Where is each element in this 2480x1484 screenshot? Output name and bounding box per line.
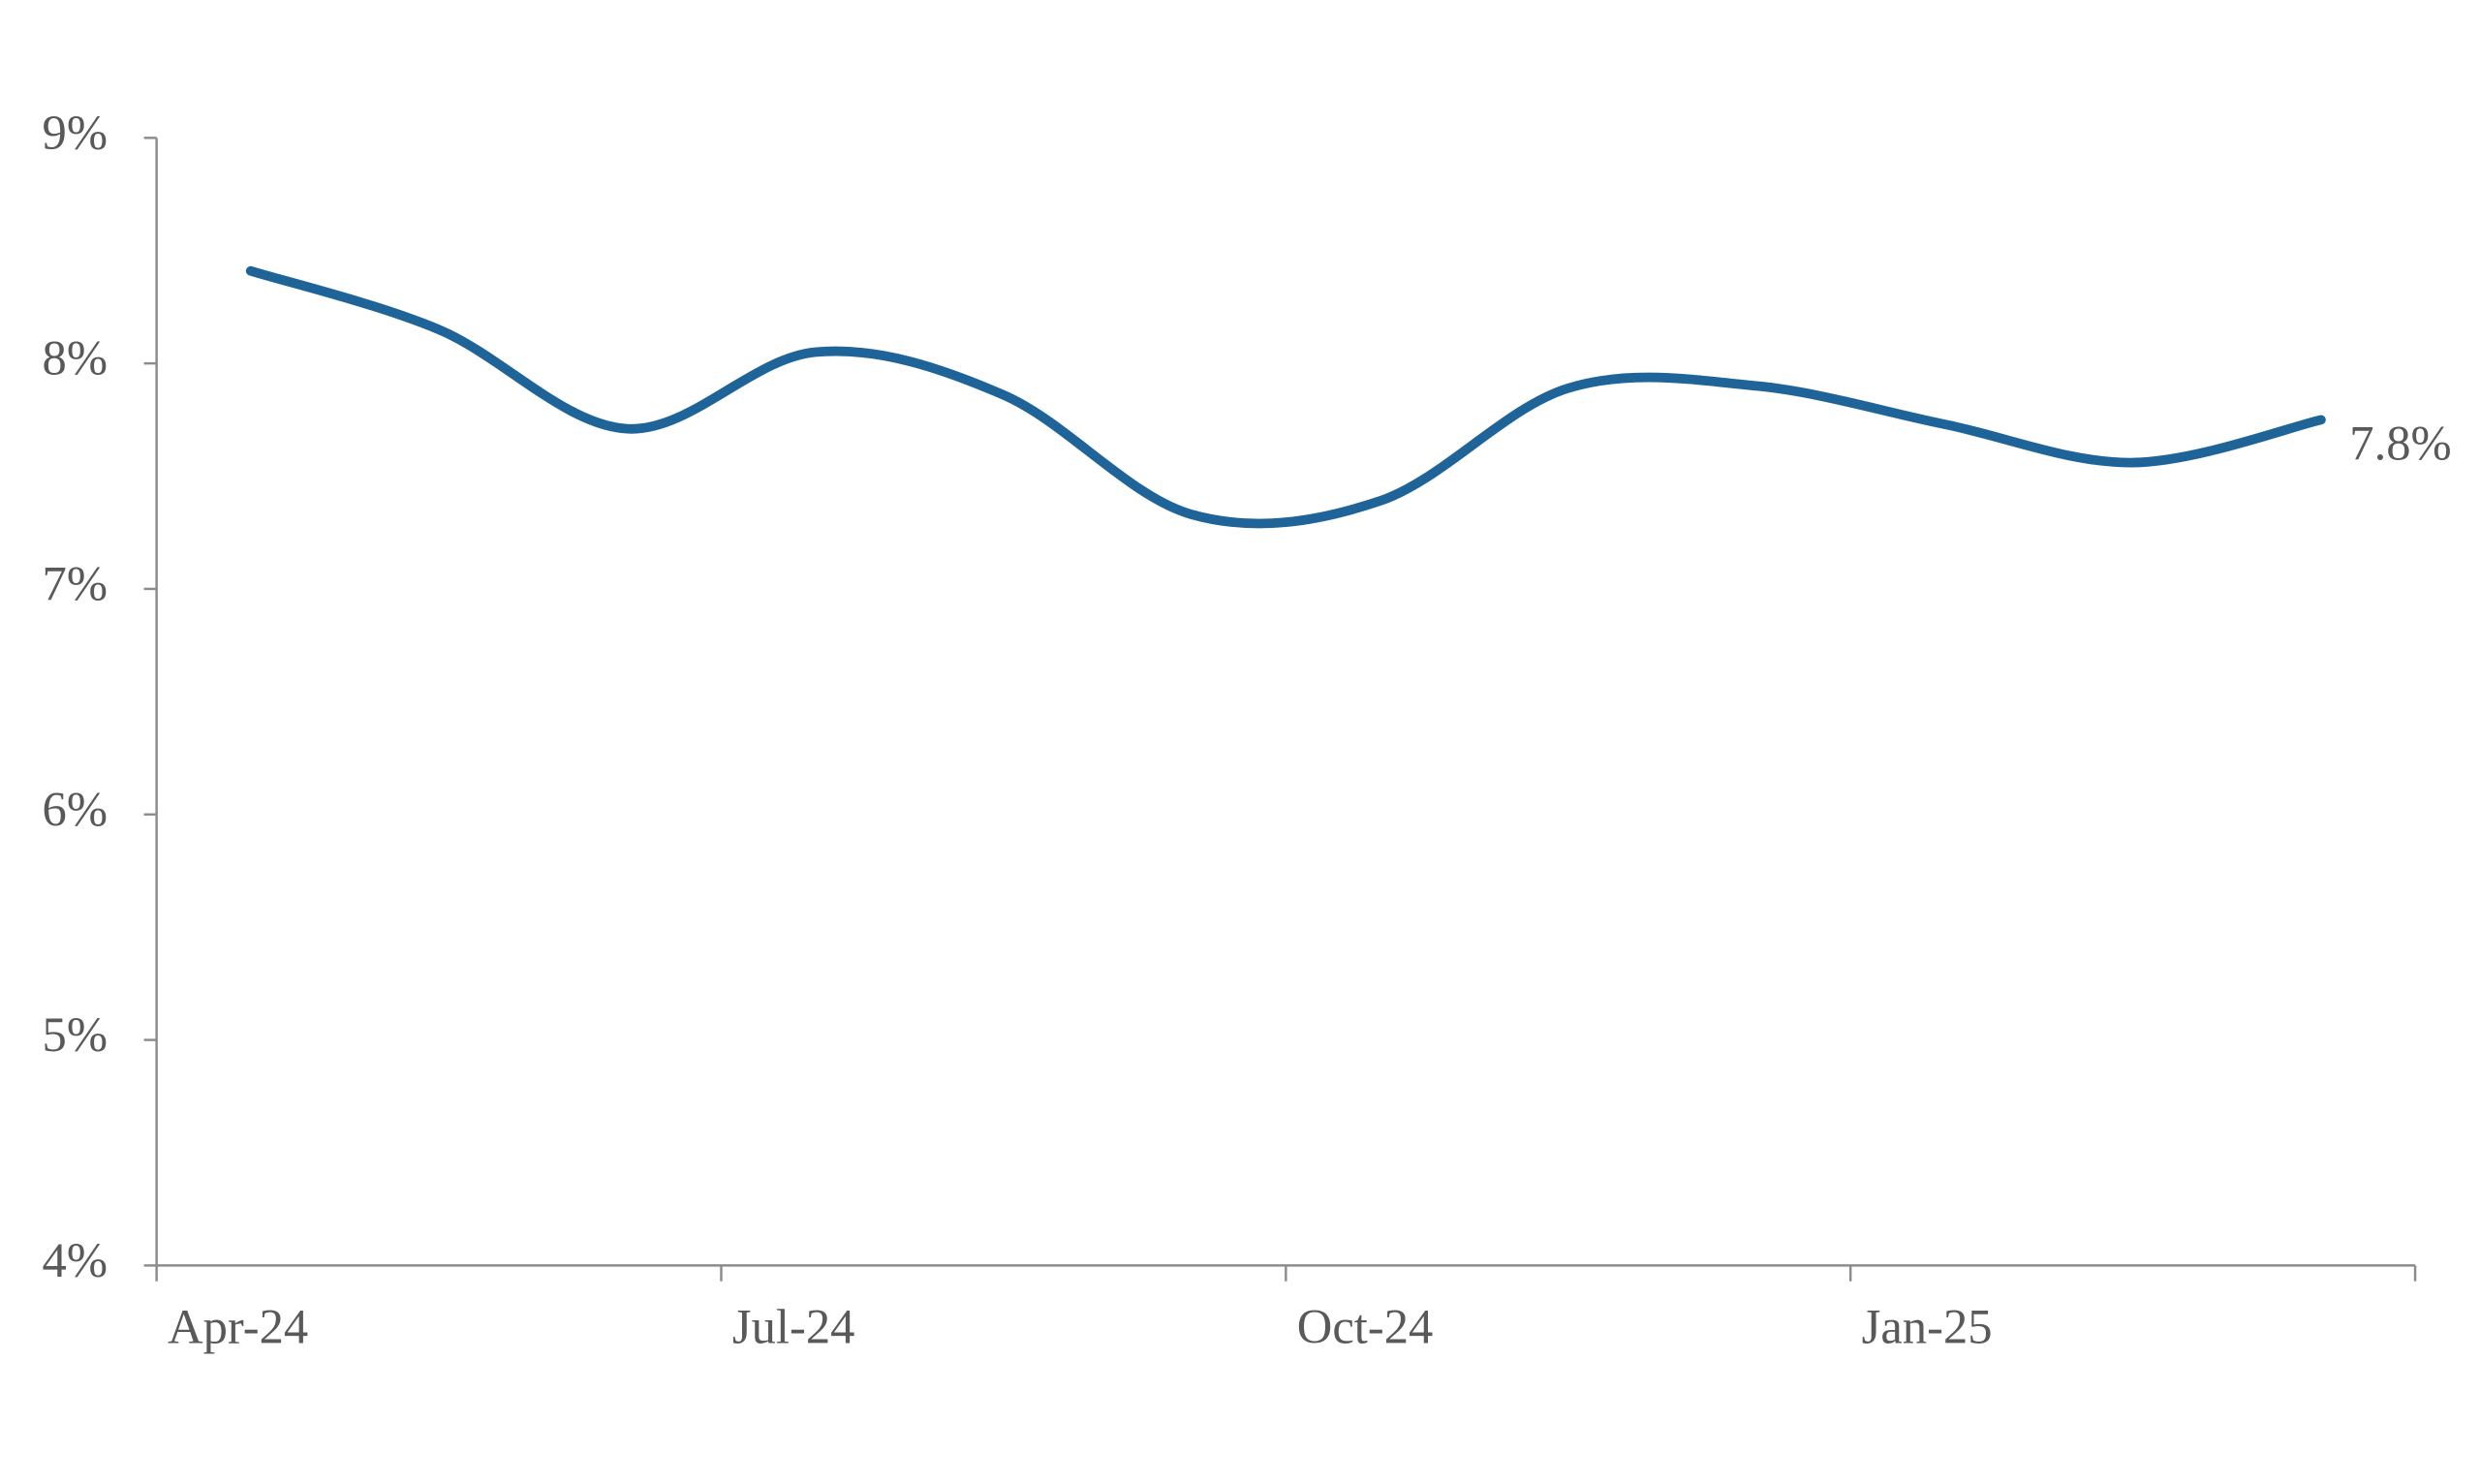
y-tick-label: 4%	[43, 1233, 108, 1287]
data-label: 7.8%	[2349, 416, 2451, 470]
line	[245, 265, 2326, 529]
x-tick-label: Jan-25	[1862, 1300, 1993, 1354]
y-tick-label: 6%	[43, 782, 108, 836]
y-tick-label: 5%	[43, 1007, 108, 1062]
y-tick-label: 8%	[43, 331, 108, 386]
y-tick-label: 7%	[43, 557, 108, 611]
x-tick-label: Apr-24	[168, 1300, 308, 1354]
y-tick-label: 9%	[43, 106, 108, 160]
x-tick-label: Jul-24	[732, 1300, 855, 1354]
x-tick-label: Oct-24	[1297, 1300, 1434, 1354]
